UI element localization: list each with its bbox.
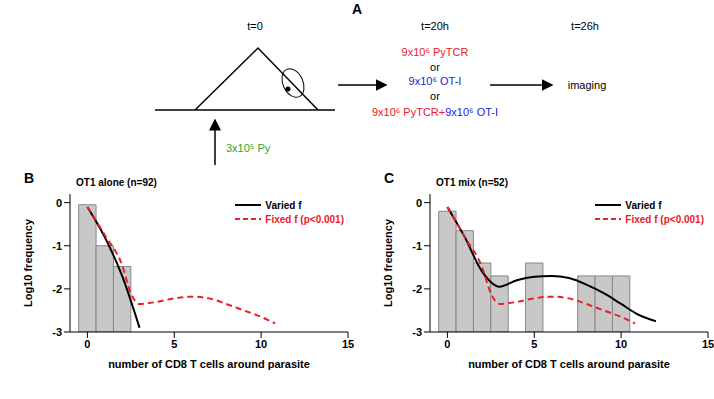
html-text:C: C xyxy=(384,170,395,186)
svg-text:-1: -1 xyxy=(52,240,62,252)
svg-text:or: or xyxy=(430,61,440,73)
svg-text:5: 5 xyxy=(531,338,537,350)
svg-text:t=20h: t=20h xyxy=(421,20,449,32)
svg-text:10: 10 xyxy=(255,338,267,350)
html-text:OT1 mix (n=52): OT1 mix (n=52) xyxy=(436,177,508,188)
svg-text:Log10 frequency: Log10 frequency xyxy=(382,218,394,307)
html-text:Fixed f (p<0.001): Fixed f (p<0.001) xyxy=(625,213,704,225)
svg-text:number of CD8 T cells around p: number of CD8 T cells around parasite xyxy=(468,358,670,370)
svg-text:-2: -2 xyxy=(412,283,422,295)
svg-text:0: 0 xyxy=(56,197,62,209)
svg-text:0: 0 xyxy=(84,338,90,350)
svg-text:A: A xyxy=(352,1,362,17)
svg-text:or: or xyxy=(430,90,440,102)
svg-text:9x10⁶ PyTCR: 9x10⁶ PyTCR xyxy=(402,46,469,58)
svg-text:3x10⁵ Py: 3x10⁵ Py xyxy=(226,142,271,154)
html-text:Fixed f (p<0.001): Fixed f (p<0.001) xyxy=(265,213,344,225)
html-text:B: B xyxy=(24,170,35,186)
html-text:OT1 alone (n=92): OT1 alone (n=92) xyxy=(76,177,157,188)
svg-text:9x10⁶ OT-I: 9x10⁶ OT-I xyxy=(409,75,462,87)
html-text:Varied f: Varied f xyxy=(625,199,662,211)
svg-text:10: 10 xyxy=(615,338,627,350)
svg-text:t=26h: t=26h xyxy=(571,20,599,32)
svg-text:15: 15 xyxy=(342,338,354,350)
svg-text:0: 0 xyxy=(444,338,450,350)
html-text:Varied f: Varied f xyxy=(265,199,302,211)
svg-text:0: 0 xyxy=(416,197,422,209)
svg-text:-3: -3 xyxy=(412,326,422,338)
svg-text:imaging: imaging xyxy=(568,79,607,91)
svg-text:15: 15 xyxy=(702,338,714,350)
svg-text:5: 5 xyxy=(171,338,177,350)
svg-text:9x10⁶ PyTCR+9x10⁶ OT-I: 9x10⁶ PyTCR+9x10⁶ OT-I xyxy=(372,106,498,118)
svg-text:number of CD8 T cells around p: number of CD8 T cells around parasite xyxy=(108,358,310,370)
svg-text:t=0: t=0 xyxy=(247,20,263,32)
svg-text:-1: -1 xyxy=(412,240,422,252)
svg-text:Log10 frequency: Log10 frequency xyxy=(22,218,34,307)
svg-text:-2: -2 xyxy=(52,283,62,295)
svg-text:-3: -3 xyxy=(52,326,62,338)
